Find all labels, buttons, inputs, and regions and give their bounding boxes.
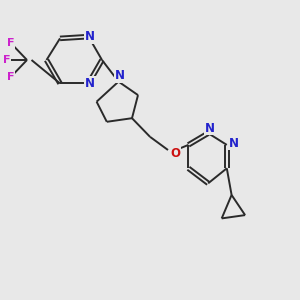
Text: O: O	[170, 147, 180, 160]
Text: N: N	[115, 69, 125, 82]
Text: N: N	[85, 30, 95, 43]
Text: F: F	[3, 55, 10, 65]
Text: F: F	[7, 38, 14, 49]
Text: N: N	[205, 122, 215, 135]
Text: N: N	[85, 77, 95, 90]
Text: N: N	[228, 137, 239, 150]
Text: F: F	[7, 71, 14, 82]
